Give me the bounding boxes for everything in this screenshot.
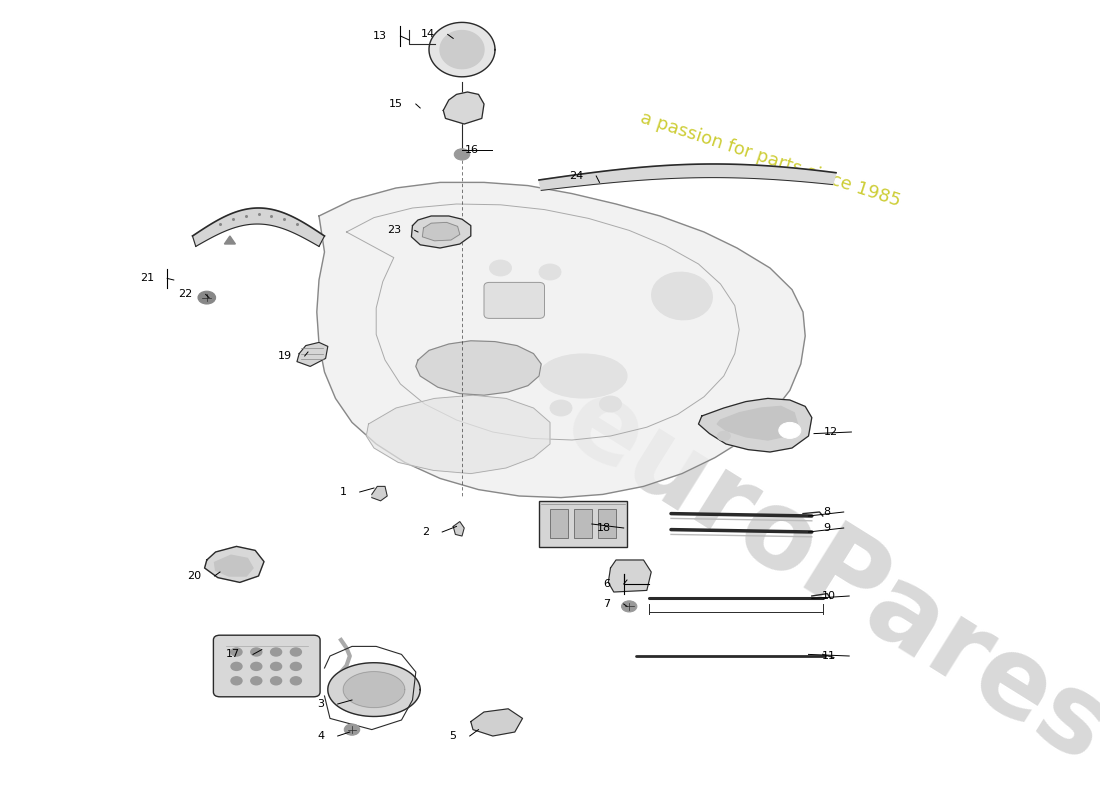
Text: 17: 17 (226, 650, 240, 659)
Text: 22: 22 (178, 290, 192, 299)
Text: 11: 11 (822, 651, 836, 661)
Circle shape (271, 677, 282, 685)
Circle shape (271, 662, 282, 670)
Text: 24: 24 (569, 171, 583, 181)
Text: 3: 3 (318, 699, 324, 709)
Circle shape (779, 422, 801, 438)
Circle shape (490, 260, 512, 276)
Polygon shape (717, 406, 798, 440)
Polygon shape (429, 22, 495, 77)
Circle shape (539, 264, 561, 280)
Polygon shape (698, 398, 812, 452)
Polygon shape (205, 546, 264, 582)
Polygon shape (416, 341, 541, 395)
Text: 1: 1 (340, 487, 346, 497)
Text: 4: 4 (318, 731, 324, 741)
Polygon shape (214, 555, 253, 576)
Circle shape (231, 677, 242, 685)
FancyBboxPatch shape (484, 282, 544, 318)
Circle shape (290, 677, 301, 685)
Bar (539, 501, 627, 547)
Polygon shape (328, 662, 420, 717)
Text: 16: 16 (464, 146, 478, 155)
Polygon shape (471, 709, 522, 736)
Circle shape (251, 677, 262, 685)
Polygon shape (443, 92, 484, 124)
Circle shape (231, 648, 242, 656)
Text: 2: 2 (422, 527, 429, 537)
Polygon shape (297, 342, 328, 366)
Text: 10: 10 (822, 591, 836, 601)
Circle shape (454, 149, 470, 160)
Text: 20: 20 (187, 571, 201, 581)
Polygon shape (440, 30, 484, 69)
Text: 19: 19 (277, 351, 292, 361)
Circle shape (600, 396, 621, 412)
FancyBboxPatch shape (213, 635, 320, 697)
Circle shape (344, 724, 360, 735)
Polygon shape (224, 236, 235, 244)
Polygon shape (422, 222, 460, 241)
Circle shape (251, 648, 262, 656)
Text: 7: 7 (604, 599, 611, 609)
Circle shape (550, 400, 572, 416)
Circle shape (198, 291, 216, 304)
Ellipse shape (539, 354, 627, 398)
Polygon shape (317, 182, 805, 498)
Text: 14: 14 (420, 30, 434, 39)
Bar (550, 509, 568, 538)
Circle shape (621, 601, 637, 612)
Text: 8: 8 (824, 507, 830, 517)
Bar (598, 509, 616, 538)
Text: 21: 21 (140, 274, 154, 283)
Text: 23: 23 (387, 226, 402, 235)
Polygon shape (539, 164, 836, 190)
Text: 12: 12 (824, 427, 838, 437)
Polygon shape (608, 560, 651, 592)
Bar (574, 509, 592, 538)
Text: 6: 6 (604, 579, 611, 589)
Polygon shape (411, 216, 471, 248)
Circle shape (290, 662, 301, 670)
Polygon shape (343, 672, 405, 707)
Text: 13: 13 (373, 31, 387, 41)
Text: euroPares: euroPares (546, 367, 1100, 785)
Text: 18: 18 (596, 523, 611, 533)
Text: 9: 9 (824, 523, 830, 533)
Polygon shape (192, 208, 324, 246)
Circle shape (231, 662, 242, 670)
Circle shape (251, 662, 262, 670)
Ellipse shape (651, 272, 713, 320)
Text: 5: 5 (450, 731, 456, 741)
Circle shape (271, 648, 282, 656)
Circle shape (717, 431, 730, 441)
Polygon shape (372, 486, 387, 501)
Text: a passion for parts since 1985: a passion for parts since 1985 (638, 110, 902, 210)
Polygon shape (366, 395, 550, 474)
Polygon shape (453, 522, 464, 536)
Text: 15: 15 (388, 99, 403, 109)
Circle shape (290, 648, 301, 656)
